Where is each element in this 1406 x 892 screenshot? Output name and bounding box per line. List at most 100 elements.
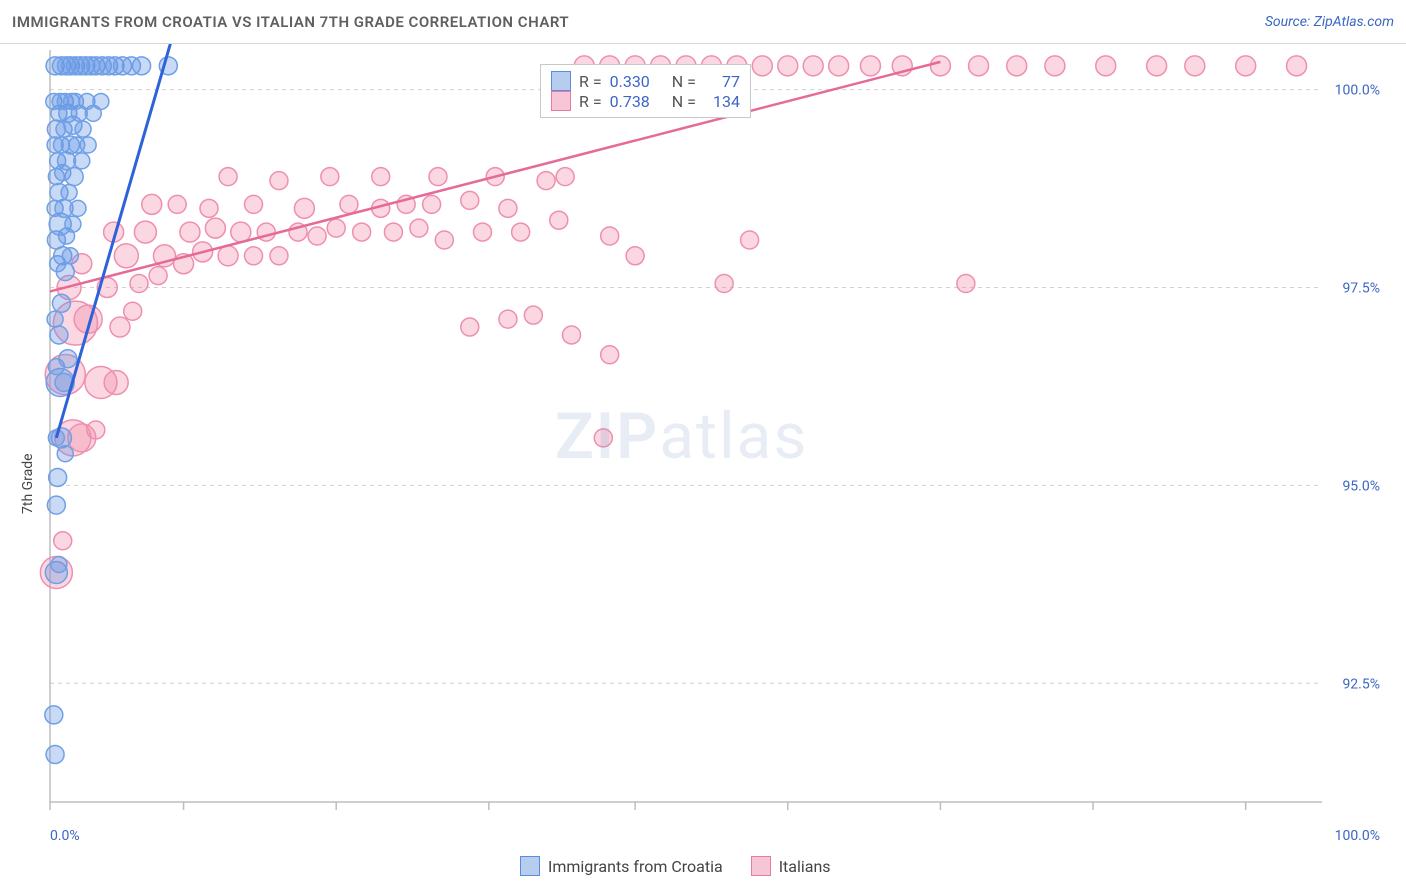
scatter-point-italians bbox=[957, 275, 975, 293]
trend-line-series_b bbox=[50, 62, 940, 292]
legend-label-croatia: Immigrants from Croatia bbox=[548, 857, 723, 876]
scatter-point-italians bbox=[130, 275, 148, 293]
scatter-point-italians bbox=[219, 168, 237, 186]
scatter-point-croatia bbox=[47, 311, 63, 327]
scatter-point-italians bbox=[461, 318, 479, 336]
scatter-point-italians bbox=[930, 56, 950, 76]
scatter-point-italians bbox=[499, 310, 517, 328]
chart-area: 7th Grade 92.5% 95.0% 97.5% 100.0% 0.0% 100.0… bbox=[0, 44, 1406, 892]
scatter-point-italians bbox=[410, 219, 428, 237]
scatter-point-italians bbox=[1007, 56, 1027, 76]
scatter-point-italians bbox=[124, 302, 142, 320]
svg-text:95.0%: 95.0% bbox=[1342, 478, 1380, 494]
scatter-point-italians bbox=[270, 172, 288, 190]
scatter-point-italians bbox=[512, 223, 530, 241]
scatter-point-italians bbox=[429, 168, 447, 186]
scatter-point-italians bbox=[384, 223, 402, 241]
scatter-point-italians bbox=[205, 218, 225, 238]
scatter-point-italians bbox=[715, 275, 733, 293]
legend-row-italians: R = 0.738 N = 134 bbox=[551, 91, 740, 111]
svg-text:100.0%: 100.0% bbox=[1335, 83, 1380, 99]
scatter-point-italians bbox=[142, 194, 162, 214]
scatter-point-italians bbox=[537, 172, 555, 190]
scatter-point-italians bbox=[473, 223, 491, 241]
scatter-point-italians bbox=[87, 421, 105, 439]
legend-n-value-croatia: 77 bbox=[704, 72, 740, 91]
scatter-point-croatia bbox=[133, 57, 151, 75]
swatch-croatia-icon bbox=[520, 856, 540, 876]
scatter-point-italians bbox=[1185, 56, 1205, 76]
scatter-point-italians bbox=[327, 219, 345, 237]
scatter-point-italians bbox=[556, 168, 574, 186]
scatter-point-italians bbox=[372, 168, 390, 186]
scatter-point-italians bbox=[1045, 56, 1065, 76]
legend-r-value-italians: 0.738 bbox=[610, 92, 650, 111]
scatter-point-italians bbox=[1287, 56, 1307, 76]
scatter-point-italians bbox=[308, 227, 326, 245]
scatter-point-italians bbox=[180, 222, 200, 242]
scatter-point-italians bbox=[231, 222, 251, 242]
legend-n-label: N = bbox=[672, 72, 696, 91]
scatter-point-italians bbox=[752, 56, 772, 76]
scatter-point-croatia bbox=[49, 468, 67, 486]
legend-item-italians: Italians bbox=[751, 856, 831, 876]
scatter-point-italians bbox=[803, 56, 823, 76]
scatter-point-italians bbox=[594, 429, 612, 447]
scatter-point-italians bbox=[353, 223, 371, 241]
scatter-point-italians bbox=[524, 306, 542, 324]
scatter-point-italians bbox=[134, 221, 156, 243]
scatter-point-croatia bbox=[70, 200, 86, 216]
chart-source: Source: ZipAtlas.com bbox=[1265, 14, 1394, 30]
scatter-point-italians bbox=[626, 247, 644, 265]
scatter-point-italians bbox=[550, 211, 568, 229]
svg-text:97.5%: 97.5% bbox=[1342, 280, 1380, 296]
svg-text:100.0%: 100.0% bbox=[1335, 828, 1380, 844]
scatter-point-italians bbox=[200, 199, 218, 217]
scatter-point-italians bbox=[860, 56, 880, 76]
scatter-point-italians bbox=[110, 317, 130, 337]
scatter-point-croatia bbox=[52, 294, 70, 312]
scatter-point-italians bbox=[245, 247, 263, 265]
scatter-point-italians bbox=[461, 191, 479, 209]
scatter-point-croatia bbox=[47, 496, 65, 514]
scatter-point-croatia bbox=[75, 121, 91, 137]
swatch-croatia-icon bbox=[551, 71, 571, 91]
scatter-point-italians bbox=[435, 231, 453, 249]
scatter-point-italians bbox=[104, 370, 128, 394]
legend-r-label: R = bbox=[579, 72, 602, 91]
scatter-point-croatia bbox=[61, 184, 77, 200]
scatter-point-croatia bbox=[58, 152, 76, 170]
scatter-point-italians bbox=[1096, 56, 1116, 76]
scatter-point-croatia bbox=[80, 137, 96, 153]
swatch-italians-icon bbox=[751, 856, 771, 876]
scatter-point-italians bbox=[499, 199, 517, 217]
legend-label-italians: Italians bbox=[779, 857, 831, 876]
scatter-point-croatia bbox=[93, 93, 109, 109]
scatter-point-croatia bbox=[46, 746, 64, 764]
scatter-point-croatia bbox=[65, 216, 81, 232]
legend-n-label: N = bbox=[672, 92, 696, 111]
series-legend: Immigrants from Croatia Italians bbox=[520, 856, 831, 876]
scatter-point-croatia bbox=[74, 153, 90, 169]
scatter-point-italians bbox=[601, 346, 619, 364]
scatter-point-italians bbox=[149, 267, 167, 285]
svg-text:0.0%: 0.0% bbox=[50, 828, 80, 844]
scatter-point-italians bbox=[340, 195, 358, 213]
scatter-point-italians bbox=[1147, 56, 1167, 76]
scatter-plot: 92.5% 95.0% 97.5% 100.0% 0.0% 100.0% bbox=[0, 44, 1406, 892]
scatter-point-italians bbox=[423, 195, 441, 213]
scatter-point-italians bbox=[168, 195, 186, 213]
svg-text:92.5%: 92.5% bbox=[1342, 676, 1380, 692]
scatter-point-italians bbox=[1236, 56, 1256, 76]
scatter-point-italians bbox=[218, 246, 238, 266]
scatter-point-italians bbox=[741, 231, 759, 249]
y-axis-label: 7th Grade bbox=[20, 453, 36, 514]
scatter-point-italians bbox=[778, 56, 798, 76]
scatter-point-italians bbox=[563, 326, 581, 344]
scatter-point-italians bbox=[321, 168, 339, 186]
chart-header: IMMIGRANTS FROM CROATIA VS ITALIAN 7TH G… bbox=[0, 0, 1406, 44]
scatter-point-italians bbox=[245, 195, 263, 213]
scatter-point-italians bbox=[270, 247, 288, 265]
scatter-point-croatia bbox=[62, 248, 78, 264]
chart-title: IMMIGRANTS FROM CROATIA VS ITALIAN 7TH G… bbox=[12, 13, 569, 31]
